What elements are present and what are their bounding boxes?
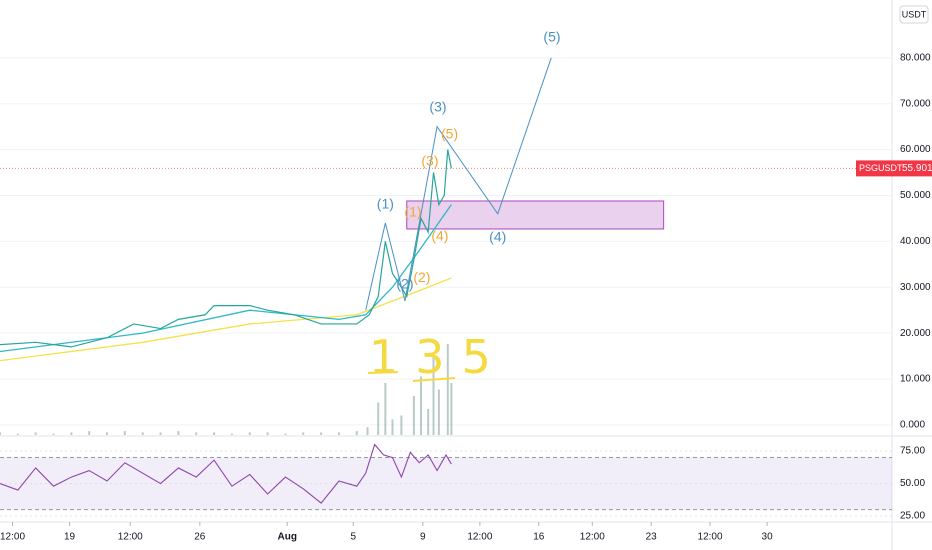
volume-bar — [16, 433, 19, 435]
last-price-label: 55.901 — [902, 163, 932, 174]
currency-label[interactable]: USDT — [902, 9, 927, 19]
subwave-label: (1) — [404, 204, 421, 220]
wave-label: (2) — [396, 276, 413, 292]
x-tick-label: 12:00 — [467, 532, 492, 543]
y-tick-label: 20.000 — [900, 328, 931, 339]
volume-bar — [106, 432, 109, 435]
volume-bar — [384, 383, 387, 435]
volume-bar — [195, 432, 198, 435]
rsi-tick-label: 50.00 — [900, 478, 925, 489]
x-tick-label: 5 — [350, 532, 356, 543]
volume-bar — [123, 431, 126, 435]
x-tick-label: 12:00 — [0, 532, 25, 543]
subwave-label: (4) — [431, 227, 448, 243]
subwave-label: (3) — [421, 153, 438, 169]
volume-bar — [284, 433, 287, 435]
volume-bar — [366, 427, 369, 435]
currency-button[interactable] — [899, 5, 929, 24]
y-tick-label: 80.000 — [900, 52, 931, 63]
volume-bar — [355, 431, 358, 435]
volume-bar — [213, 432, 216, 435]
volume-bar — [320, 432, 323, 435]
handwriting: 3 — [415, 330, 444, 384]
subwave-label: (2) — [413, 269, 430, 285]
volume-bar — [450, 383, 453, 435]
x-tick-label: 9 — [420, 532, 426, 543]
volume-bar — [427, 409, 430, 435]
wave-label: (4) — [489, 228, 506, 244]
symbol-label: PSGUSDT — [859, 163, 903, 173]
x-tick-label: 12:00 — [118, 532, 143, 543]
wave-label: (5) — [543, 28, 560, 44]
last-price-tag — [856, 160, 932, 177]
rsi-line — [0, 443, 452, 504]
y-tick-label: 40.000 — [900, 236, 931, 247]
price-line — [0, 149, 452, 348]
x-tick-label: Aug — [277, 532, 296, 543]
x-tick-label: 23 — [646, 532, 658, 543]
volume-bar — [432, 357, 435, 435]
x-tick-label: 12:00 — [698, 532, 723, 543]
zone — [406, 200, 665, 230]
y-tick-label: 0.000 — [900, 420, 925, 431]
wave-line — [365, 57, 552, 311]
y-tick-label: 50.000 — [900, 190, 931, 201]
volume-bar — [52, 433, 55, 435]
rsi-tick-label: 75.00 — [900, 446, 925, 457]
volume-bar — [446, 344, 449, 435]
volume-bar — [412, 396, 415, 435]
rsi-tick-label: 25.00 — [900, 511, 925, 522]
moving-average — [0, 277, 452, 362]
volume-bar — [230, 433, 233, 435]
wave-label: (3) — [429, 99, 446, 115]
volume-bar — [420, 376, 423, 435]
volume-bar — [377, 402, 380, 435]
volume-bar — [141, 432, 144, 435]
volume-bar — [159, 432, 162, 435]
volume-bar — [302, 432, 305, 435]
handwriting: 5 — [462, 330, 491, 384]
x-tick-label: 26 — [194, 532, 206, 543]
volume-bar — [391, 419, 394, 435]
x-tick-label: 19 — [64, 532, 76, 543]
volume-bar — [248, 432, 251, 435]
volume-bar — [337, 432, 340, 435]
y-tick-label: 70.000 — [900, 98, 931, 109]
volume-bar — [400, 415, 403, 435]
x-tick-label: 16 — [533, 532, 545, 543]
y-tick-label: 10.000 — [900, 374, 931, 385]
handwriting-stroke — [367, 371, 399, 374]
handwriting-stroke — [412, 377, 456, 382]
volume-bar — [88, 431, 91, 435]
x-tick-label: 30 — [762, 532, 774, 543]
volume-bar — [0, 432, 1, 435]
y-tick-label: 60.000 — [900, 144, 931, 155]
subwave-label: (5) — [441, 126, 458, 142]
x-tick-label: 12:00 — [580, 532, 605, 543]
handwriting: 1 — [369, 330, 398, 384]
volume-bar — [177, 431, 180, 435]
volume-bar — [70, 432, 73, 435]
volume-bar — [266, 432, 269, 435]
volume-bar — [437, 389, 440, 435]
y-tick-label: 30.000 — [900, 282, 931, 293]
volume-bar — [34, 432, 37, 435]
wave-label: (1) — [377, 195, 394, 211]
